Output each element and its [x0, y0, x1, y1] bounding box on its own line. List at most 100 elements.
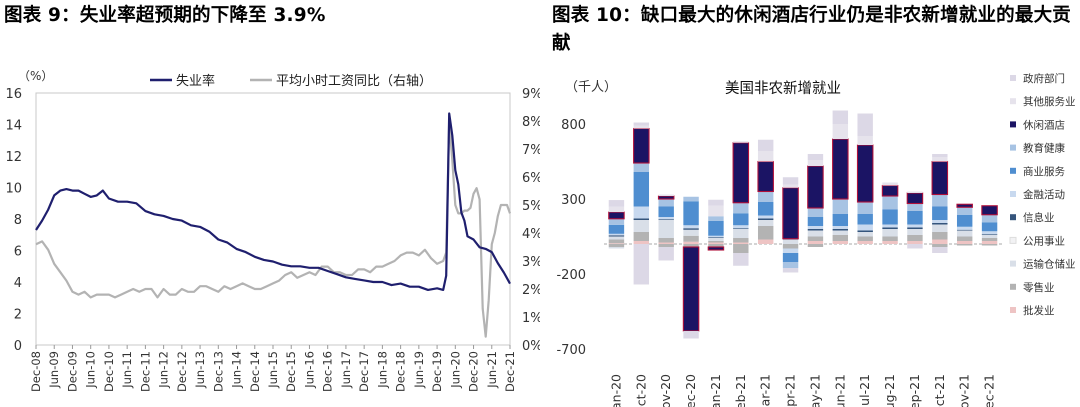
- legend-label: 政府部门: [1023, 72, 1065, 85]
- x-tick-label: Nov-21: [957, 374, 972, 407]
- y-tick-label: -700: [556, 343, 586, 358]
- right-y-tick-label: 5%: [522, 199, 540, 214]
- bar-segment: [633, 125, 650, 129]
- bar-segment: [907, 241, 923, 244]
- legend-swatch: [1010, 121, 1016, 128]
- bar-segment: [882, 241, 898, 244]
- bar-segment: [658, 242, 674, 244]
- bar-segment: [807, 236, 824, 241]
- bar-segment: [658, 220, 674, 238]
- x-tick-label: Dec-19: [430, 351, 444, 392]
- x-tick-label: Jan-20: [608, 374, 623, 407]
- bar-segment: [882, 209, 898, 225]
- left-y-tick-label: 8: [14, 213, 22, 228]
- bar-segment: [683, 244, 699, 247]
- right-y-tick-label: 3%: [522, 255, 540, 270]
- legend-label: 批发业: [1023, 304, 1055, 317]
- bar-segment: [907, 235, 923, 241]
- bar-segment: [956, 230, 973, 237]
- bar-segment: [608, 236, 625, 240]
- bar-segment: [782, 262, 799, 268]
- bar-segment: [981, 235, 998, 238]
- bar-segment: [807, 229, 824, 231]
- bar-segment: [708, 244, 724, 247]
- left-y-tick-label: 0: [14, 339, 22, 354]
- bar-segment: [733, 141, 749, 143]
- left-y-tick-label: 12: [5, 150, 22, 165]
- bar-segment: [981, 244, 998, 246]
- bar-segment: [757, 226, 774, 240]
- bar-segment: [633, 232, 650, 241]
- bar-segment: [682, 246, 700, 332]
- legend-swatch: [1010, 260, 1016, 267]
- bar-segment: [757, 218, 774, 220]
- bar-segment: [832, 199, 849, 214]
- x-tick-label: Dec-09: [65, 351, 79, 392]
- x-tick-label: Jun-17: [339, 351, 353, 389]
- bar-segment: [633, 172, 650, 207]
- x-tick-label: Dec-11: [138, 351, 152, 392]
- bar-segment: [658, 206, 674, 217]
- x-tick-label: Jul-21: [857, 374, 872, 407]
- bar-segment: [981, 241, 998, 244]
- bar-segment: [832, 214, 849, 226]
- bar-segment: [782, 253, 799, 262]
- right-y-tick-label: 9%: [522, 87, 540, 102]
- bar-segment: [757, 160, 774, 193]
- bar-segment: [683, 228, 699, 230]
- left-chart-panel: 图表 9：失业率超预期的下降至 3.9% （%） 0 2 4 6 8 10 12 14 16 0% 1…: [4, 5, 540, 392]
- x-tick-label: Dec-08: [29, 351, 43, 392]
- legend-label: 信息业: [1023, 211, 1055, 224]
- x-tick-label: Jun-14: [230, 351, 244, 389]
- bar-segment: [807, 230, 824, 237]
- legend-swatch: [1010, 75, 1016, 81]
- bar-segment: [708, 205, 724, 217]
- right-y-tick-label: 1%: [522, 311, 540, 326]
- bar-segment: [608, 224, 625, 234]
- x-tick-label: Oct-21: [932, 374, 947, 407]
- bar-segment: [782, 184, 799, 188]
- bar-segment: [757, 239, 774, 244]
- x-tick-label: Jun-12: [157, 351, 171, 389]
- x-tick-label: Mar-21: [758, 374, 773, 407]
- plot-frame: [35, 92, 511, 346]
- bar-segment: [633, 241, 650, 244]
- bar-segment: [608, 206, 625, 213]
- bar-segment: [658, 247, 674, 261]
- x-tick-label: Dec-21: [982, 374, 997, 407]
- bar-segment: [857, 214, 873, 225]
- bar-segment: [981, 214, 998, 223]
- x-tick-label: Jun-19: [412, 351, 426, 389]
- bar-segment: [932, 232, 948, 240]
- bar-segment: [633, 206, 650, 219]
- x-tick-label: Jun-15: [266, 351, 280, 389]
- right-y-tick-label: 7%: [522, 143, 540, 158]
- bar-segment: [757, 202, 774, 216]
- bar-segment: [857, 230, 873, 232]
- legend-label: 教育健康: [1023, 142, 1065, 155]
- bar-segment: [882, 229, 898, 237]
- legend-label: 公用事业: [1023, 234, 1065, 247]
- bar-segment: [633, 218, 650, 220]
- bar-segment: [932, 154, 948, 157]
- bar-segment: [633, 220, 650, 232]
- bar-segment: [807, 154, 824, 160]
- nonfarm-payrolls-stacked-bar-chart: （千人） 美国非农新增就业 -700 -200 300 800 Jan-20 Oct-20 No…: [556, 72, 1075, 407]
- bar-segment: [708, 242, 724, 244]
- bar-segment: [932, 247, 948, 253]
- left-y-tick-label: 2: [14, 308, 22, 323]
- x-tick-label: Dec-10: [102, 351, 116, 392]
- bar-segment: [932, 224, 948, 232]
- bar-segment: [757, 215, 774, 219]
- legend-label: 平均小时工资同比（右轴）: [276, 74, 432, 89]
- x-tick-label: Dec-14: [248, 351, 262, 392]
- bar-segment: [881, 184, 899, 197]
- legend-label: 零售业: [1023, 281, 1055, 294]
- left-y-tick-label: 14: [5, 119, 22, 134]
- bar-segment: [782, 268, 799, 273]
- bar-segment: [807, 208, 824, 217]
- bar-segment: [932, 239, 948, 244]
- x-tick-label: Nov-20: [658, 374, 673, 407]
- bar-segment: [882, 227, 898, 229]
- y-tick-label: -200: [556, 268, 586, 283]
